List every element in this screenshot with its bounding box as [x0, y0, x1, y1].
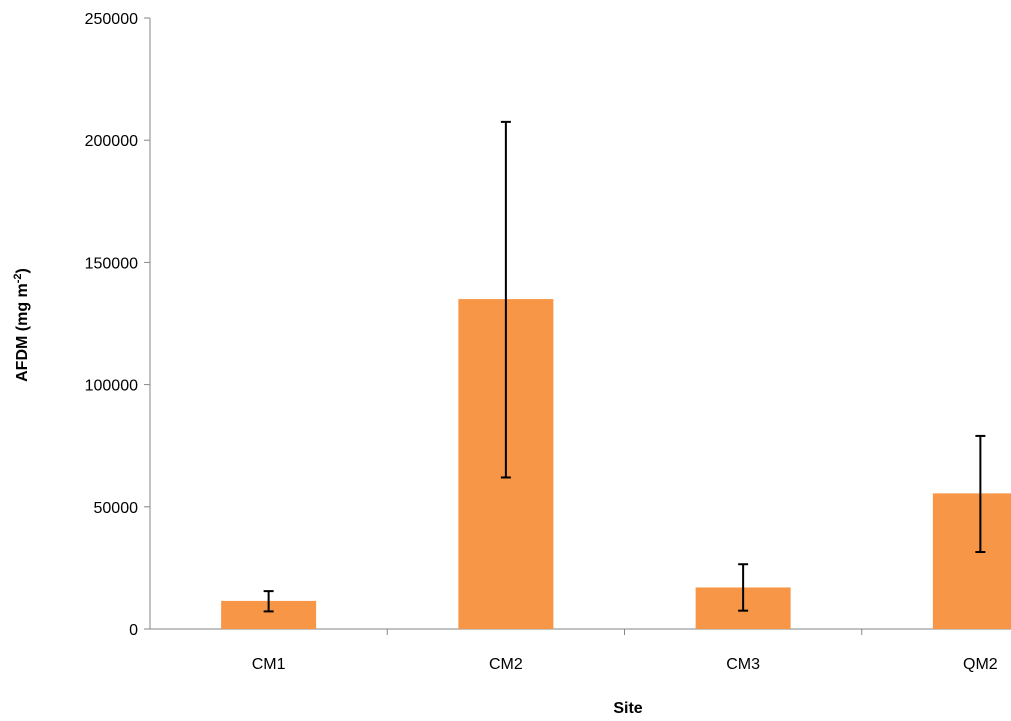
x-tick-label-cm2: CM2 [489, 656, 523, 673]
x-tick-labels: CM1 CM2 CM3 QM2 [252, 656, 998, 673]
y-axis-title-close: ) [14, 268, 31, 273]
bars [221, 299, 1011, 629]
error-bar-qm2 [975, 434, 986, 554]
x-tick-label-qm2: QM2 [963, 656, 998, 673]
y-tick-labels: 0 50000 100000 150000 200000 250000 [85, 11, 138, 639]
y-tick-label: 200000 [85, 133, 138, 150]
error-bar-cm3 [738, 563, 749, 612]
y-axis-title-main: AFDM (mg m [14, 283, 31, 382]
y-tick-label: 150000 [85, 255, 138, 272]
error-bar-cm1 [263, 590, 274, 613]
y-axis-title: AFDM (mg m-2) [12, 268, 31, 382]
error-bar-cm2 [500, 120, 511, 479]
y-tick-label: 50000 [94, 500, 139, 517]
x-tick-label-cm3: CM3 [726, 656, 760, 673]
y-axis-title-superscript: -2 [12, 273, 24, 283]
error-bars [263, 120, 986, 613]
y-tick-label: 100000 [85, 378, 138, 395]
y-tick-label: 0 [129, 622, 138, 639]
axes [144, 17, 1011, 635]
x-axis-title: Site [613, 700, 642, 717]
bar-qm2 [932, 493, 1011, 629]
x-tick-label-cm1: CM1 [252, 656, 286, 673]
y-tick-label: 250000 [85, 11, 138, 28]
